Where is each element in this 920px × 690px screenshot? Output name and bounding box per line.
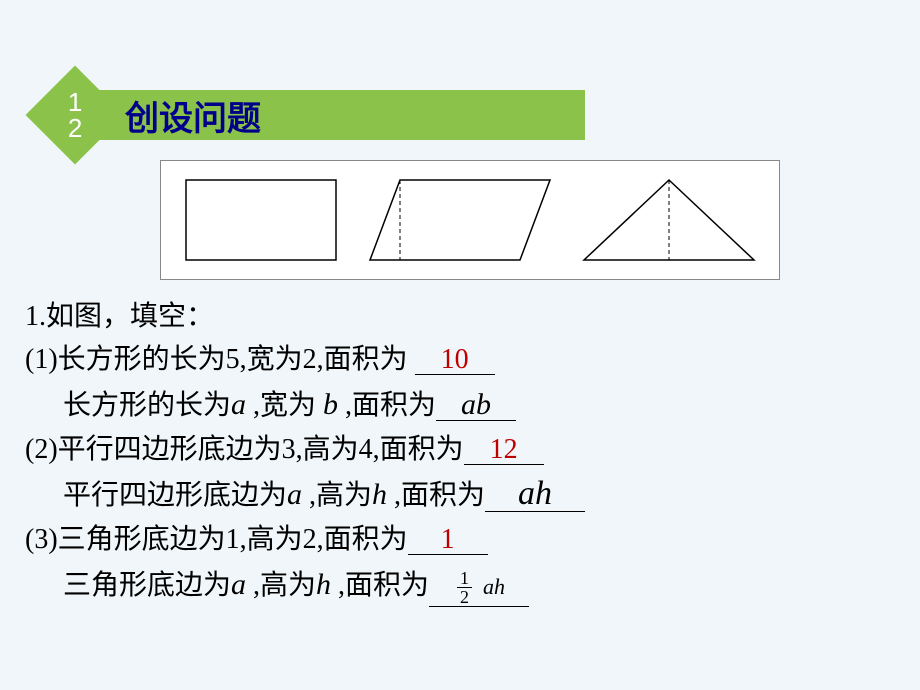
q1a-line: (1)长方形的长为5,宽为2,面积为 10	[25, 338, 585, 381]
var-a: a	[231, 388, 246, 421]
q1b-t3: ,面积为	[338, 390, 436, 421]
frac-den: 2	[457, 588, 472, 606]
q3a-line: (3)三角形底边为1,高为2,面积为 1	[25, 518, 585, 561]
parallelogram-shape	[360, 170, 560, 270]
q1a-answer: 10	[441, 344, 469, 375]
q1b-line: 长方形的长为a ,宽为 b ,面积为 ab	[25, 382, 585, 429]
q1b-t1: 长方形的长为	[63, 390, 231, 421]
var-a3: a	[231, 568, 246, 601]
q2b-t3: ,面积为	[387, 480, 485, 511]
frac-num: 1	[457, 569, 472, 588]
q1b-answer: ab	[461, 388, 491, 421]
q3b-t2: ,高为	[246, 570, 316, 601]
var-b: b	[323, 388, 338, 421]
var-a2: a	[287, 478, 302, 511]
q3b-t1: 三角形底边为	[63, 570, 231, 601]
q2b-t2: ,高为	[302, 480, 372, 511]
heading-line: 1.如图，填空：	[25, 295, 585, 338]
badge-number: 1 2	[68, 89, 82, 141]
q3b-t3: ,面积为	[331, 570, 429, 601]
q3b-ah: ah	[483, 574, 505, 599]
q2b-t1: 平行四边形底边为	[63, 480, 287, 511]
var-h2: h	[316, 568, 331, 601]
title-bar: 创设问题	[85, 90, 585, 140]
q2b-answer: ah	[518, 475, 552, 512]
fraction-half: 12	[457, 569, 472, 606]
q2a-answer: 12	[490, 434, 518, 465]
q3a-text: (3)三角形底边为1,高为2,面积为	[25, 524, 408, 555]
q2a-text: (2)平行四边形底边为3,高为4,面积为	[25, 434, 464, 465]
triangle-shape	[579, 170, 759, 270]
section-title: 创设问题	[125, 91, 261, 140]
q1a-text: (1)长方形的长为5,宽为2,面积为	[25, 344, 415, 375]
section-badge: 1 2	[26, 66, 125, 165]
q2a-line: (2)平行四边形底边为3,高为4,面积为 12	[25, 428, 585, 471]
q3a-answer: 1	[441, 524, 455, 555]
q3b-line: 三角形底边为a ,高为h ,面积为 12 ah	[25, 562, 585, 609]
question-content: 1.如图，填空： (1)长方形的长为5,宽为2,面积为 10 长方形的长为a ,…	[25, 295, 585, 608]
section-header: 1 2 创设问题	[40, 80, 585, 150]
var-h: h	[372, 478, 387, 511]
badge-bottom: 2	[68, 113, 82, 143]
shapes-panel	[160, 160, 780, 280]
q1b-t2: ,宽为	[246, 390, 323, 421]
heading: 1.如图，填空：	[25, 301, 214, 332]
rectangle-shape	[181, 170, 341, 270]
q2b-line: 平行四边形底边为a ,高为h ,面积为 ah	[25, 472, 585, 519]
